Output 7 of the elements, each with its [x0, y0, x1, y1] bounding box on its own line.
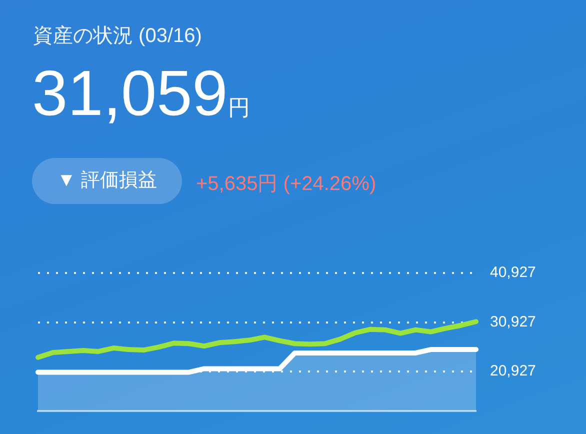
- y-tick-label: 40,927: [490, 264, 536, 282]
- text: ▼ 評価損益: [32, 158, 182, 204]
- y-tick-label: 20,927: [490, 362, 536, 380]
- y-tick-label: 30,927: [490, 313, 536, 330]
- chart-title: 資産の状況 (03/16): [33, 24, 202, 49]
- text: +5,635円 (+24.26%): [196, 172, 376, 197]
- chart-subtitle: 31,059円: [32, 57, 250, 131]
